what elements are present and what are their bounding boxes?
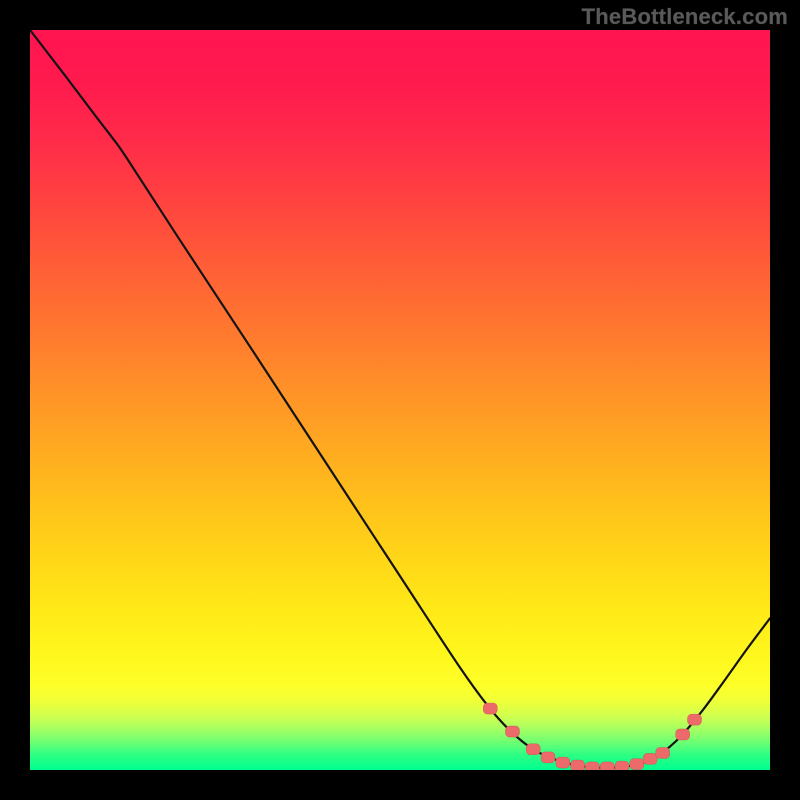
chart-container: TheBottleneck.com xyxy=(0,0,800,800)
plot-area-background xyxy=(30,30,770,770)
bottleneck-curve-chart xyxy=(0,0,800,800)
curve-marker xyxy=(656,747,670,758)
curve-marker xyxy=(556,757,570,768)
curve-marker xyxy=(541,752,555,763)
curve-marker xyxy=(505,726,519,737)
curve-marker xyxy=(526,744,540,755)
curve-marker xyxy=(630,759,644,770)
curve-marker xyxy=(688,714,702,725)
curve-marker xyxy=(483,703,497,714)
watermark-label: TheBottleneck.com xyxy=(582,4,788,30)
curve-marker xyxy=(676,729,690,740)
curve-marker xyxy=(643,753,657,764)
curve-marker xyxy=(571,760,585,771)
